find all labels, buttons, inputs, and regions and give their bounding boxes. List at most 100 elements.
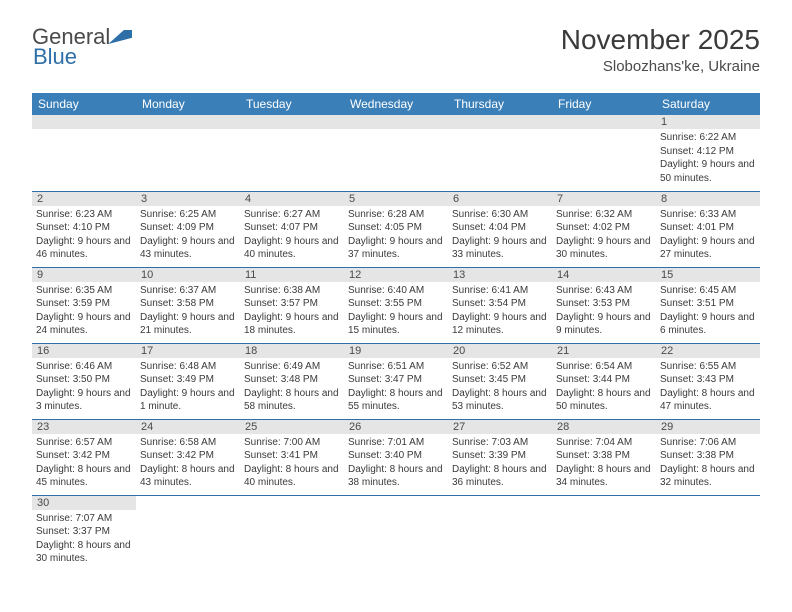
day-number: 25: [240, 420, 344, 434]
title-block: November 2025 Slobozhans'ke, Ukraine: [561, 24, 760, 75]
calendar-cell: 16 Sunrise: 6:46 AMSunset: 3:50 PMDayligh…: [32, 343, 136, 419]
weekday-header: Thursday: [448, 93, 552, 115]
weekday-header-row: SundayMondayTuesdayWednesdayThursdayFrid…: [32, 93, 760, 115]
calendar-cell: 1 Sunrise: 6:22 AMSunset: 4:12 PMDaylight…: [656, 115, 760, 191]
day-info: Sunrise: 6:22 AMSunset: 4:12 PMDaylight:…: [660, 131, 756, 185]
day-info: Sunrise: 6:45 AMSunset: 3:51 PMDaylight:…: [660, 284, 756, 338]
calendar-cell: 11Sunrise: 6:38 AMSunset: 3:57 PMDayligh…: [240, 267, 344, 343]
day-info: Sunrise: 6:51 AMSunset: 3:47 PMDaylight:…: [348, 360, 444, 414]
day-number: 8: [656, 192, 760, 206]
calendar-cell: 8Sunrise: 6:33 AMSunset: 4:01 PMDaylight…: [656, 191, 760, 267]
calendar-cell: 22 Sunrise: 6:55 AMSunset: 3:43 PMDayligh…: [656, 343, 760, 419]
day-number: 7: [552, 192, 656, 206]
day-number: 4: [240, 192, 344, 206]
day-info: Sunrise: 6:37 AMSunset: 3:58 PMDaylight:…: [140, 284, 236, 338]
calendar-row: 16 Sunrise: 6:46 AMSunset: 3:50 PMDayligh…: [32, 343, 760, 419]
day-number: 26: [344, 420, 448, 434]
weekday-header: Tuesday: [240, 93, 344, 115]
empty-daynum-bar: [344, 115, 448, 129]
day-info: Sunrise: 6:27 AMSunset: 4:07 PMDaylight:…: [244, 208, 340, 262]
calendar-cell: 24 Sunrise: 6:58 AMSunset: 3:42 PMDayligh…: [136, 419, 240, 495]
weekday-header: Friday: [552, 93, 656, 115]
calendar-cell: 10Sunrise: 6:37 AMSunset: 3:58 PMDayligh…: [136, 267, 240, 343]
logo-line2: Blue: [33, 44, 77, 70]
calendar-cell: 26Sunrise: 7:01 AMSunset: 3:40 PMDayligh…: [344, 419, 448, 495]
calendar-cell: [32, 115, 136, 191]
day-number: 1: [656, 115, 760, 129]
calendar-cell: 5 Sunrise: 6:28 AMSunset: 4:05 PMDaylight…: [344, 191, 448, 267]
day-info: Sunrise: 7:04 AMSunset: 3:38 PMDaylight:…: [556, 436, 652, 490]
day-number: 22: [656, 344, 760, 358]
day-info: Sunrise: 6:57 AMSunset: 3:42 PMDaylight:…: [36, 436, 132, 490]
day-info: Sunrise: 6:55 AMSunset: 3:43 PMDaylight:…: [660, 360, 756, 414]
day-number: 12: [344, 268, 448, 282]
day-number: 9: [32, 268, 136, 282]
calendar-row: 1 Sunrise: 6:22 AMSunset: 4:12 PMDaylight…: [32, 115, 760, 191]
day-number: 2: [32, 192, 136, 206]
day-info: Sunrise: 7:06 AMSunset: 3:38 PMDaylight:…: [660, 436, 756, 490]
day-number: 29: [656, 420, 760, 434]
day-info: Sunrise: 6:49 AMSunset: 3:48 PMDaylight:…: [244, 360, 340, 414]
day-info: Sunrise: 6:25 AMSunset: 4:09 PMDaylight:…: [140, 208, 236, 262]
calendar-cell: [448, 495, 552, 571]
day-info: Sunrise: 6:32 AMSunset: 4:02 PMDaylight:…: [556, 208, 652, 262]
calendar-cell: 29 Sunrise: 7:06 AMSunset: 3:38 PMDayligh…: [656, 419, 760, 495]
day-info: Sunrise: 6:58 AMSunset: 3:42 PMDaylight:…: [140, 436, 236, 490]
calendar-cell: 12 Sunrise: 6:40 AMSunset: 3:55 PMDayligh…: [344, 267, 448, 343]
calendar-cell: [656, 495, 760, 571]
calendar-cell: 13 Sunrise: 6:41 AMSunset: 3:54 PMDayligh…: [448, 267, 552, 343]
month-title: November 2025: [561, 24, 760, 56]
calendar-cell: [240, 495, 344, 571]
day-number: 30: [32, 496, 136, 510]
calendar-cell: [448, 115, 552, 191]
day-number: 16: [32, 344, 136, 358]
calendar-row: 23Sunrise: 6:57 AMSunset: 3:42 PMDayligh…: [32, 419, 760, 495]
day-info: Sunrise: 6:46 AMSunset: 3:50 PMDaylight:…: [36, 360, 132, 414]
day-number: 3: [136, 192, 240, 206]
empty-daynum-bar: [136, 115, 240, 129]
day-number: 5: [344, 192, 448, 206]
logo-text-blue: Blue: [33, 44, 77, 70]
day-info: Sunrise: 6:43 AMSunset: 3:53 PMDaylight:…: [556, 284, 652, 338]
calendar-cell: [344, 115, 448, 191]
calendar-body: 1 Sunrise: 6:22 AMSunset: 4:12 PMDaylight…: [32, 115, 760, 571]
calendar-cell: 23Sunrise: 6:57 AMSunset: 3:42 PMDayligh…: [32, 419, 136, 495]
empty-daynum-bar: [240, 115, 344, 129]
day-number: 14: [552, 268, 656, 282]
day-number: 21: [552, 344, 656, 358]
day-number: 13: [448, 268, 552, 282]
day-number: 20: [448, 344, 552, 358]
calendar-cell: [136, 115, 240, 191]
calendar-row: 2 Sunrise: 6:23 AMSunset: 4:10 PMDaylight…: [32, 191, 760, 267]
day-number: 15: [656, 268, 760, 282]
calendar-cell: 30Sunrise: 7:07 AMSunset: 3:37 PMDayligh…: [32, 495, 136, 571]
calendar-row: 30Sunrise: 7:07 AMSunset: 3:37 PMDayligh…: [32, 495, 760, 571]
calendar-cell: 6 Sunrise: 6:30 AMSunset: 4:04 PMDaylight…: [448, 191, 552, 267]
calendar-cell: 14 Sunrise: 6:43 AMSunset: 3:53 PMDayligh…: [552, 267, 656, 343]
calendar-cell: 27Sunrise: 7:03 AMSunset: 3:39 PMDayligh…: [448, 419, 552, 495]
day-info: Sunrise: 6:28 AMSunset: 4:05 PMDaylight:…: [348, 208, 444, 262]
day-info: Sunrise: 6:23 AMSunset: 4:10 PMDaylight:…: [36, 208, 132, 262]
day-number: 6: [448, 192, 552, 206]
day-info: Sunrise: 6:54 AMSunset: 3:44 PMDaylight:…: [556, 360, 652, 414]
day-info: Sunrise: 6:35 AMSunset: 3:59 PMDaylight:…: [36, 284, 132, 338]
calendar-cell: 9 Sunrise: 6:35 AMSunset: 3:59 PMDaylight…: [32, 267, 136, 343]
calendar-cell: 4 Sunrise: 6:27 AMSunset: 4:07 PMDaylight…: [240, 191, 344, 267]
day-info: Sunrise: 6:30 AMSunset: 4:04 PMDaylight:…: [452, 208, 548, 262]
day-info: Sunrise: 7:03 AMSunset: 3:39 PMDaylight:…: [452, 436, 548, 490]
day-number: 24: [136, 420, 240, 434]
calendar-cell: 21 Sunrise: 6:54 AMSunset: 3:44 PMDayligh…: [552, 343, 656, 419]
calendar-cell: 19 Sunrise: 6:51 AMSunset: 3:47 PMDayligh…: [344, 343, 448, 419]
day-info: Sunrise: 6:41 AMSunset: 3:54 PMDaylight:…: [452, 284, 548, 338]
header: General November 2025 Slobozhans'ke, Ukr…: [32, 24, 760, 75]
day-number: 17: [136, 344, 240, 358]
calendar-cell: 3 Sunrise: 6:25 AMSunset: 4:09 PMDaylight…: [136, 191, 240, 267]
calendar-cell: [552, 495, 656, 571]
day-info: Sunrise: 6:40 AMSunset: 3:55 PMDaylight:…: [348, 284, 444, 338]
day-number: 18: [240, 344, 344, 358]
empty-daynum-bar: [552, 115, 656, 129]
calendar-cell: 20Sunrise: 6:52 AMSunset: 3:45 PMDayligh…: [448, 343, 552, 419]
calendar-cell: [136, 495, 240, 571]
day-number: 19: [344, 344, 448, 358]
calendar-cell: 25Sunrise: 7:00 AMSunset: 3:41 PMDayligh…: [240, 419, 344, 495]
